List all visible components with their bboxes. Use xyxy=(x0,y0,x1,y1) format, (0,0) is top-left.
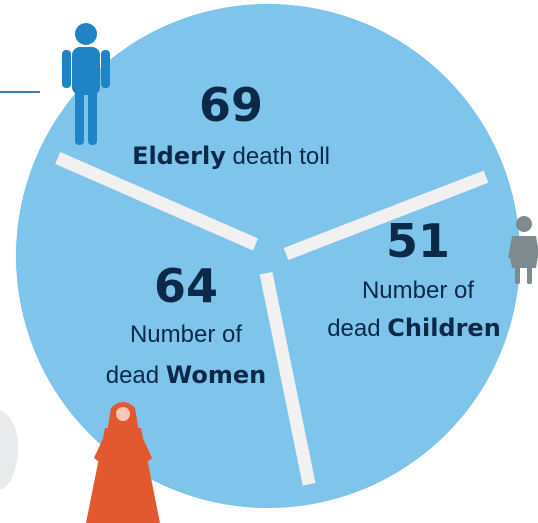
slice-label-children-line2: dead Children xyxy=(327,314,501,342)
elderly-person-icon xyxy=(62,23,110,145)
slice-value-children: 51 xyxy=(386,214,450,268)
slice-label-women-line1: Number of xyxy=(130,321,242,348)
child-icon xyxy=(508,216,538,284)
slice-value-elderly: 69 xyxy=(199,78,263,132)
woman-icon xyxy=(86,402,160,523)
pie-slices xyxy=(15,3,520,509)
divider-slice-elderly xyxy=(55,151,259,251)
slice-children xyxy=(268,169,520,505)
decorative-shadow xyxy=(0,410,19,490)
slice-women xyxy=(15,149,313,509)
pie-dividers xyxy=(55,151,489,486)
divider-slice-women xyxy=(259,271,316,486)
slice-value-women: 64 xyxy=(154,259,218,313)
slice-elderly xyxy=(39,3,505,256)
divider-slice-children xyxy=(283,170,489,261)
slice-label-children-line1: Number of xyxy=(362,277,474,304)
slice-label-women-line2: dead Women xyxy=(106,361,267,389)
slice-label-elderly: Elderly death toll xyxy=(132,142,330,170)
